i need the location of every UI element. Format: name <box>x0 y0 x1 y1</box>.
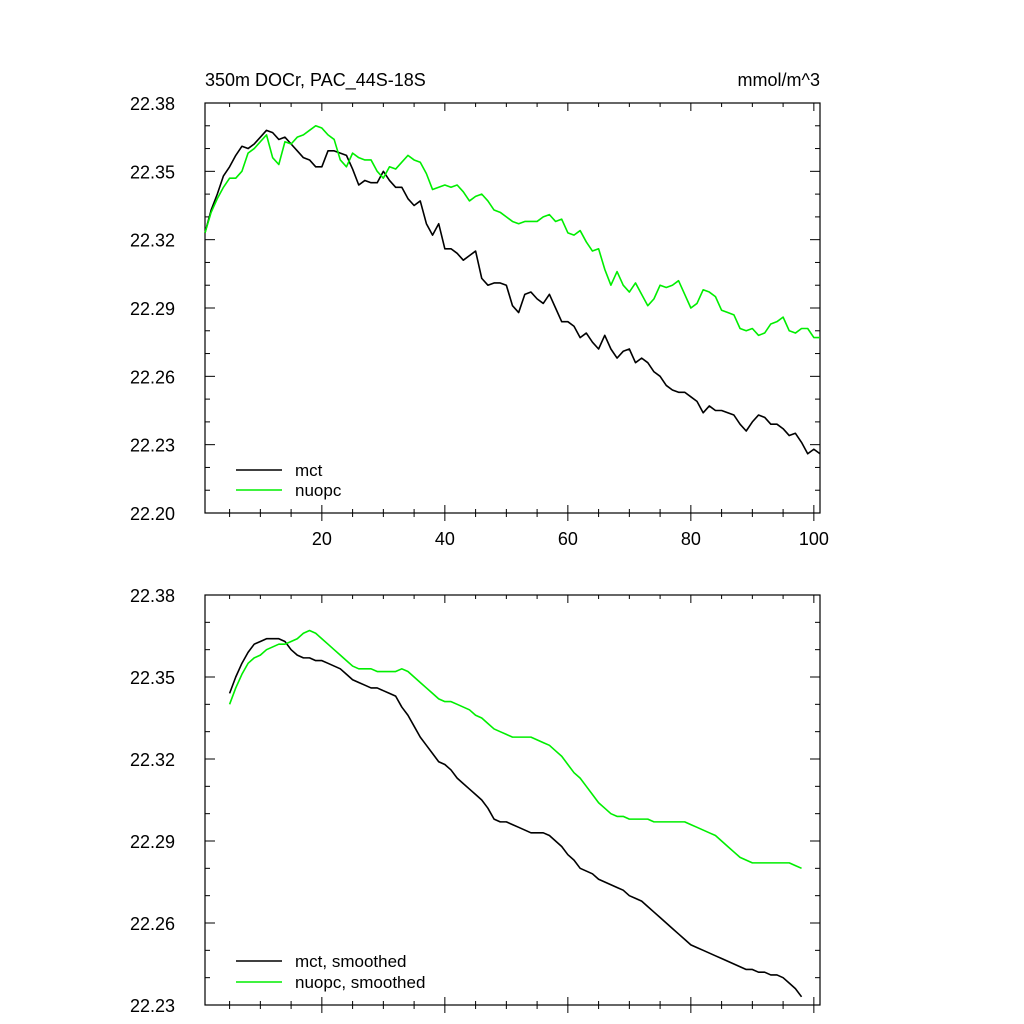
y-tick-label: 22.38 <box>130 94 175 114</box>
y-tick-label: 22.29 <box>130 832 175 852</box>
x-tick-label: 40 <box>435 529 455 549</box>
y-tick-label: 22.20 <box>130 504 175 524</box>
x-tick-label: 60 <box>558 529 578 549</box>
bottom-series-group <box>228 629 803 998</box>
top-legend-label-nuopc: nuopc <box>295 481 342 500</box>
y-tick-label: 22.32 <box>130 231 175 251</box>
top-legend: mct nuopc <box>236 461 342 500</box>
top-legend-label-mct: mct <box>295 461 323 480</box>
top-axis-ticks: 20 40 60 80 100 22.20 22.23 22.26 22.29 22.32 22.3… <box>130 94 829 549</box>
y-tick-label: 22.35 <box>130 668 175 688</box>
x-tick-label: 20 <box>312 529 332 549</box>
bottom-legend: mct, smoothed nuopc, smoothed <box>236 952 425 992</box>
y-tick-label: 22.23 <box>130 436 175 456</box>
bottom-panel: 22.23 22.26 22.29 22.32 22.35 22.38 mct, smoo… <box>130 586 821 1016</box>
top-series-group <box>204 124 821 455</box>
y-tick-label: 22.26 <box>130 914 175 934</box>
y-tick-label: 22.26 <box>130 367 175 387</box>
series-line-mct <box>228 637 803 998</box>
bottom-legend-label-nuopc: nuopc, smoothed <box>295 973 425 992</box>
series-line-nuopc <box>204 124 820 339</box>
y-tick-label: 22.29 <box>130 299 175 319</box>
y-tick-label: 22.32 <box>130 750 175 770</box>
top-panel: 350m DOCr, PAC_44S-18S mmol/m^3 20 40 60 80… <box>130 70 829 549</box>
top-chart-units: mmol/m^3 <box>738 70 820 90</box>
top-chart-title: 350m DOCr, PAC_44S-18S <box>205 70 426 91</box>
x-tick-label: 80 <box>681 529 701 549</box>
x-tick-label: 100 <box>799 529 829 549</box>
series-line-nuopc <box>228 629 802 870</box>
series-line-mct <box>204 129 821 455</box>
bottom-plot-frame <box>204 594 821 1006</box>
top-plot-frame <box>204 102 821 514</box>
y-tick-label: 22.23 <box>130 996 175 1016</box>
bottom-legend-label-mct: mct, smoothed <box>295 952 407 971</box>
y-tick-label: 22.35 <box>130 162 175 182</box>
bottom-axis-ticks: 22.23 22.26 22.29 22.32 22.35 22.38 <box>130 586 820 1016</box>
y-tick-label: 22.38 <box>130 586 175 606</box>
